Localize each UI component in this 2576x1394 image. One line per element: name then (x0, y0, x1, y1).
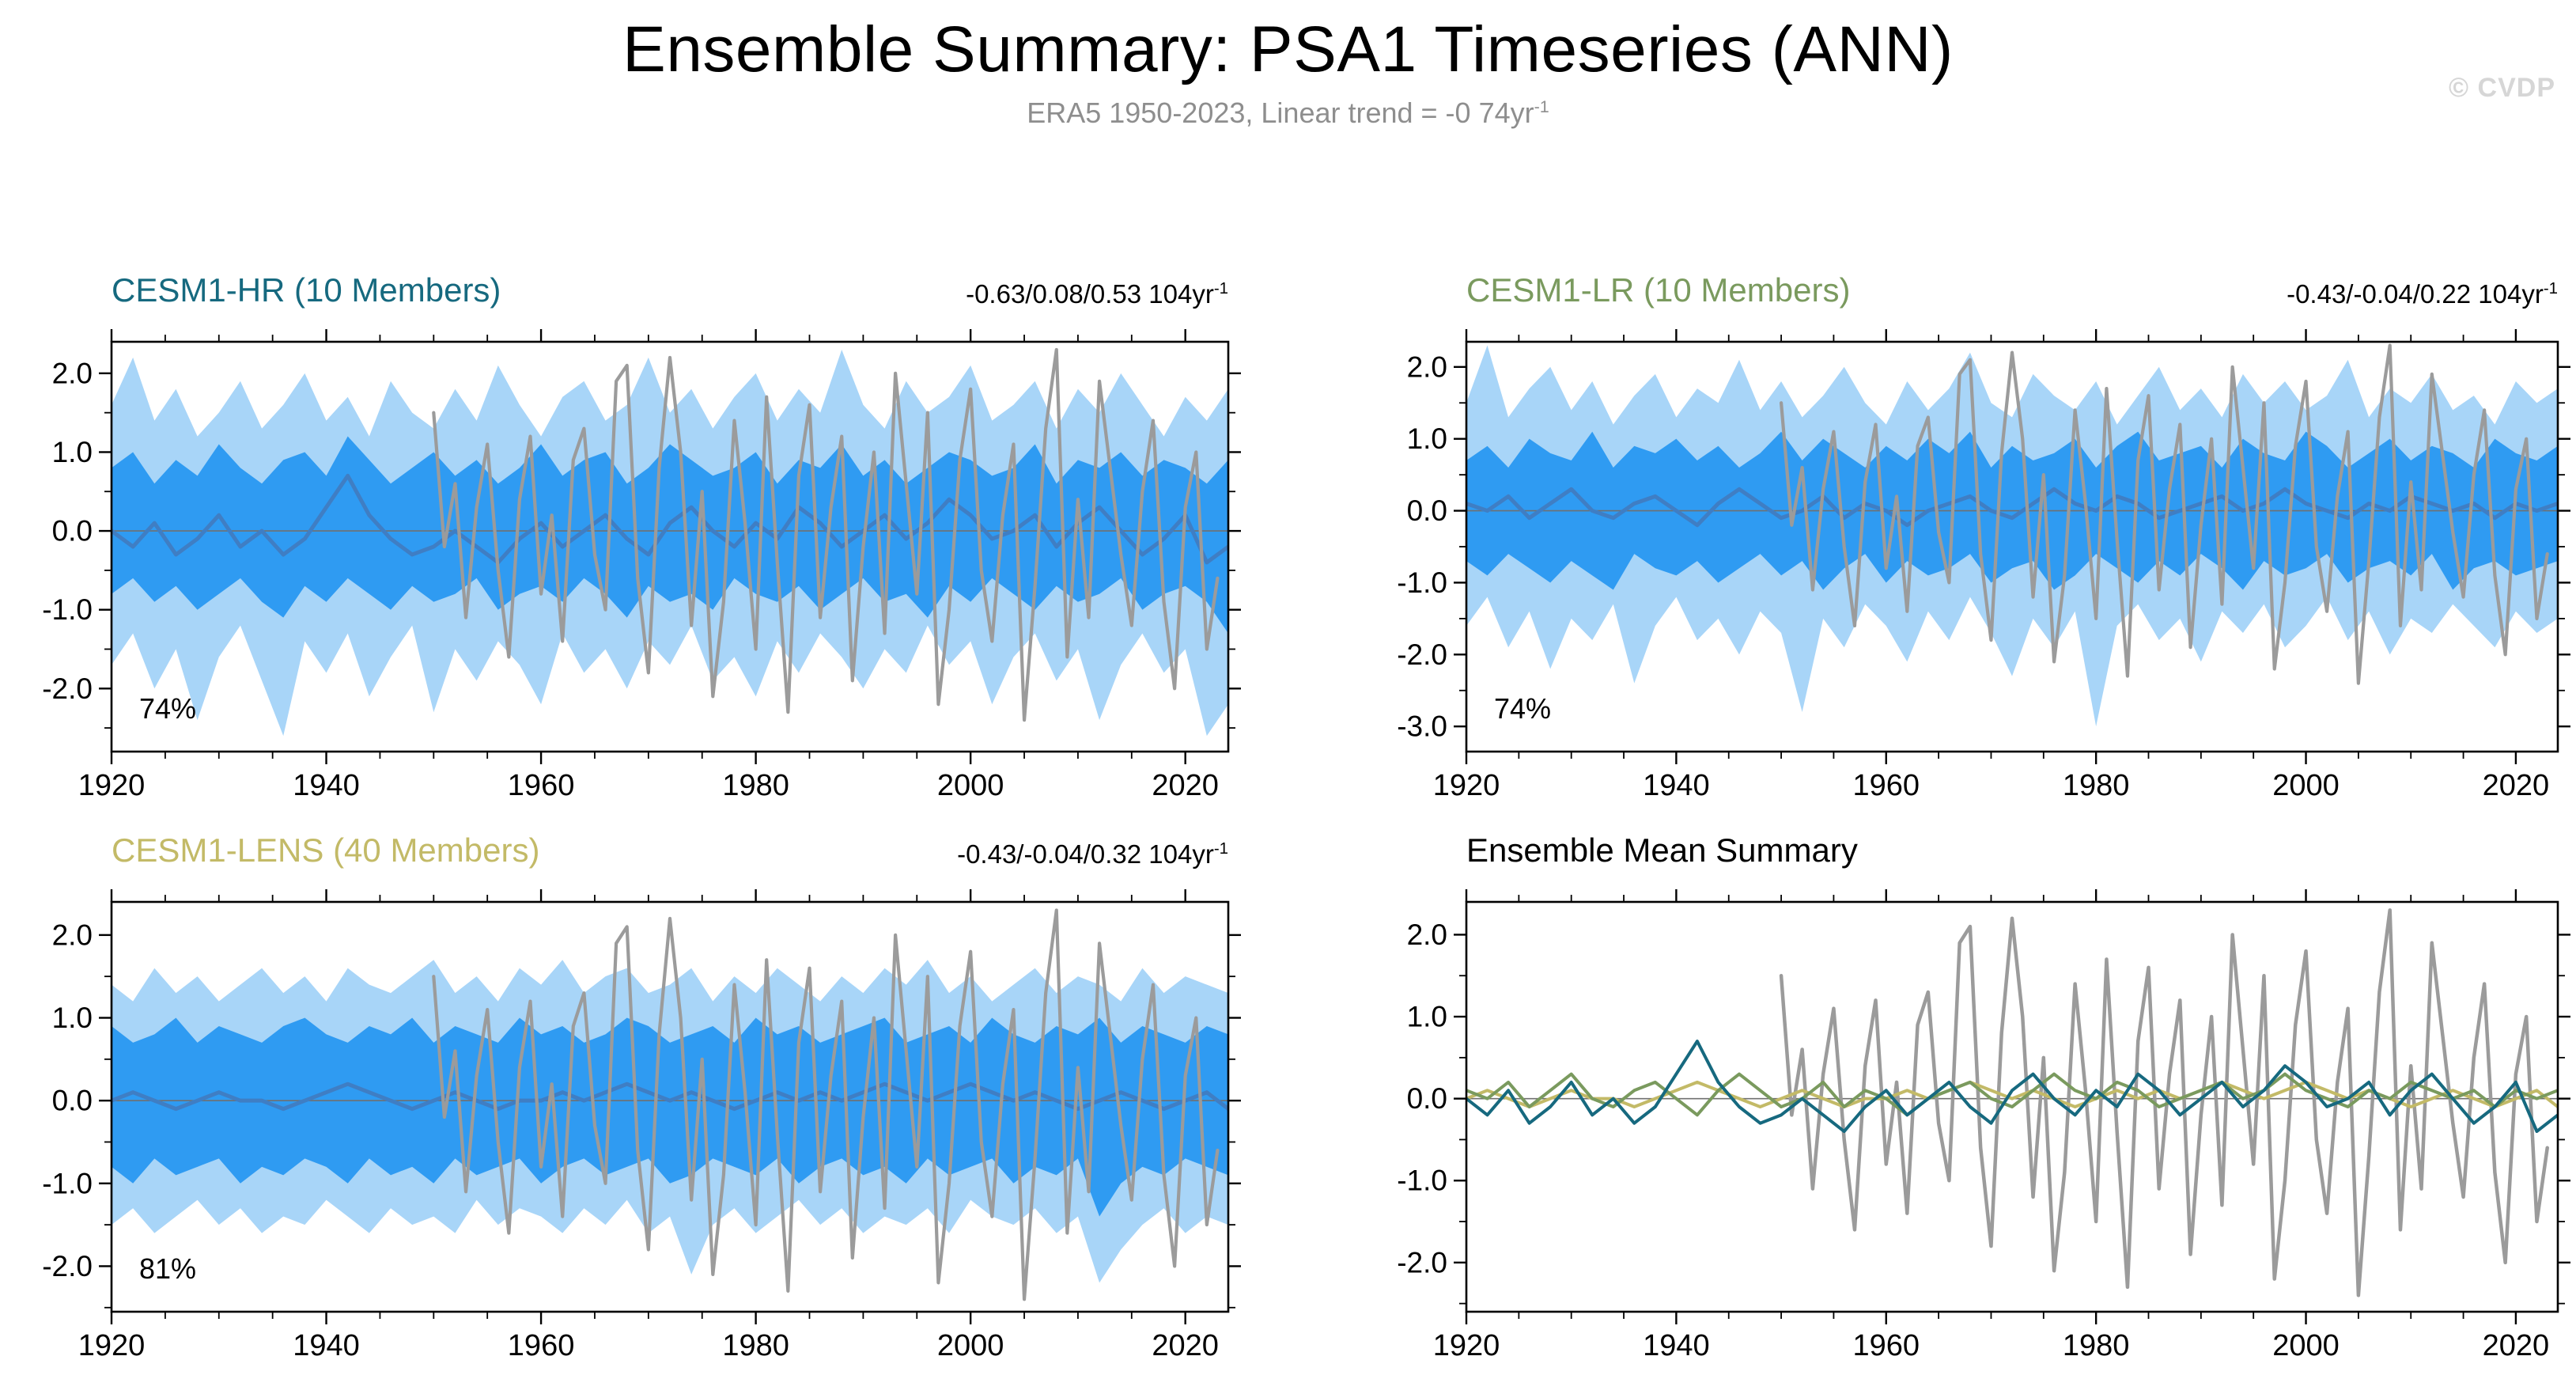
svg-text:0.0: 0.0 (52, 1085, 93, 1117)
trend-stats-cesm1-lr: -0.43/-0.04/0.22 104yr-1 (2287, 279, 2558, 309)
svg-text:-3.0: -3.0 (1397, 710, 1447, 743)
svg-text:2.0: 2.0 (1407, 350, 1447, 383)
svg-text:1940: 1940 (1643, 769, 1710, 802)
svg-text:1940: 1940 (1643, 1329, 1710, 1362)
page-subtitle: ERA5 1950-2023, Linear trend = -0 74yr-1 (0, 97, 2576, 130)
trend-superscript: -1 (2543, 279, 2558, 297)
page-title: Ensemble Summary: PSA1 Timeseries (ANN) (622, 13, 1954, 85)
svg-text:1.0: 1.0 (52, 1002, 93, 1034)
svg-text:2.0: 2.0 (52, 919, 93, 951)
svg-text:1980: 1980 (2063, 1329, 2130, 1362)
svg-text:0.0: 0.0 (1407, 1082, 1447, 1115)
coverage-label-cesm1-hr: 74% (139, 692, 197, 725)
subtitle-text: ERA5 1950-2023, Linear trend = -0 74yr (1027, 97, 1534, 129)
svg-text:-2.0: -2.0 (42, 672, 93, 705)
timeseries-plot-ensemble-mean-summary: 2.0 1.0 0.0 -1.0 -2.0 1920 1940 1960 1980 2000 202… (1397, 889, 2570, 1362)
svg-text:0.0: 0.0 (52, 515, 93, 547)
svg-text:1920: 1920 (78, 1329, 146, 1362)
svg-text:-1.0: -1.0 (1397, 566, 1447, 599)
svg-text:-1.0: -1.0 (1397, 1165, 1447, 1197)
panel-title-ensemble-mean-summary: Ensemble Mean Summary (1466, 831, 1858, 869)
trend-stats-cesm1-hr: -0.63/0.08/0.53 104yr-1 (966, 279, 1228, 309)
svg-text:1.0: 1.0 (52, 436, 93, 468)
svg-text:1.0: 1.0 (1407, 1001, 1447, 1033)
svg-text:1960: 1960 (1852, 769, 1920, 802)
svg-text:-2.0: -2.0 (1397, 638, 1447, 671)
panel-title-cesm1-lr: CESM1-LR (10 Members) (1466, 271, 1851, 309)
svg-text:2000: 2000 (937, 769, 1004, 802)
svg-text:2020: 2020 (2483, 1329, 2550, 1362)
coverage-label-cesm1-lr: 74% (1494, 692, 1552, 725)
svg-text:1980: 1980 (722, 1329, 789, 1362)
svg-text:1940: 1940 (293, 1329, 360, 1362)
subtitle-superscript: -1 (1534, 97, 1549, 116)
panel-ensemble-mean-summary: Ensemble Mean Summary 2.0 1.0 0.0 -1.0 -2.0 1… (1364, 827, 2576, 1379)
svg-text:-1.0: -1.0 (42, 1167, 93, 1199)
timeseries-plot-cesm1-hr: 2.0 1.0 0.0 -1.0 -2.0 1920 1940 1960 1980 2000 202… (42, 329, 1241, 802)
svg-text:2000: 2000 (937, 1329, 1004, 1362)
svg-text:1920: 1920 (78, 769, 146, 802)
timeseries-plot-cesm1-lr: 2.0 1.0 0.0 -1.0 -2.0 -3.0 1920 1940 1960 1980 200… (1397, 329, 2570, 802)
svg-text:1980: 1980 (722, 769, 789, 802)
panel-cesm1-lens: CESM1-LENS (40 Members) -0.43/-0.04/0.32… (9, 827, 1264, 1379)
panel-title-cesm1-lens: CESM1-LENS (40 Members) (112, 831, 540, 869)
svg-text:2.0: 2.0 (1407, 919, 1447, 951)
cvdp-watermark: © CVDP (2449, 73, 2555, 103)
svg-text:2020: 2020 (2483, 769, 2550, 802)
svg-text:1960: 1960 (508, 769, 575, 802)
svg-text:0.0: 0.0 (1407, 494, 1447, 527)
trend-superscript: -1 (1213, 839, 1228, 858)
svg-text:1960: 1960 (508, 1329, 575, 1362)
trend-stats-cesm1-lens: -0.43/-0.04/0.32 104yr-1 (957, 839, 1228, 869)
trend-text: -0.43/-0.04/0.22 104yr (2287, 279, 2544, 309)
svg-text:2000: 2000 (2272, 769, 2340, 802)
coverage-label-cesm1-lens: 81% (139, 1252, 197, 1285)
svg-text:1.0: 1.0 (1407, 422, 1447, 455)
svg-text:1920: 1920 (1433, 1329, 1500, 1362)
svg-text:1980: 1980 (2063, 769, 2130, 802)
timeseries-plot-cesm1-lens: 2.0 1.0 0.0 -1.0 -2.0 1920 1940 1960 1980 2000 202… (42, 889, 1241, 1362)
svg-text:1920: 1920 (1433, 769, 1500, 802)
panel-title-cesm1-hr: CESM1-HR (10 Members) (112, 271, 501, 309)
trend-text: -0.63/0.08/0.53 104yr (966, 279, 1214, 309)
svg-text:2000: 2000 (2272, 1329, 2340, 1362)
svg-text:2020: 2020 (1152, 769, 1219, 802)
svg-text:-2.0: -2.0 (1397, 1246, 1447, 1278)
trend-text: -0.43/-0.04/0.32 104yr (957, 839, 1214, 869)
svg-text:-2.0: -2.0 (42, 1250, 93, 1282)
panel-cesm1-hr: CESM1-HR (10 Members) -0.63/0.08/0.53 10… (9, 267, 1264, 819)
svg-text:2.0: 2.0 (52, 357, 93, 389)
svg-text:1940: 1940 (293, 769, 360, 802)
trend-superscript: -1 (1213, 279, 1228, 297)
svg-text:2020: 2020 (1152, 1329, 1219, 1362)
svg-text:1960: 1960 (1852, 1329, 1920, 1362)
svg-text:-1.0: -1.0 (42, 593, 93, 626)
panel-cesm1-lr: CESM1-LR (10 Members) -0.43/-0.04/0.22 1… (1364, 267, 2576, 819)
